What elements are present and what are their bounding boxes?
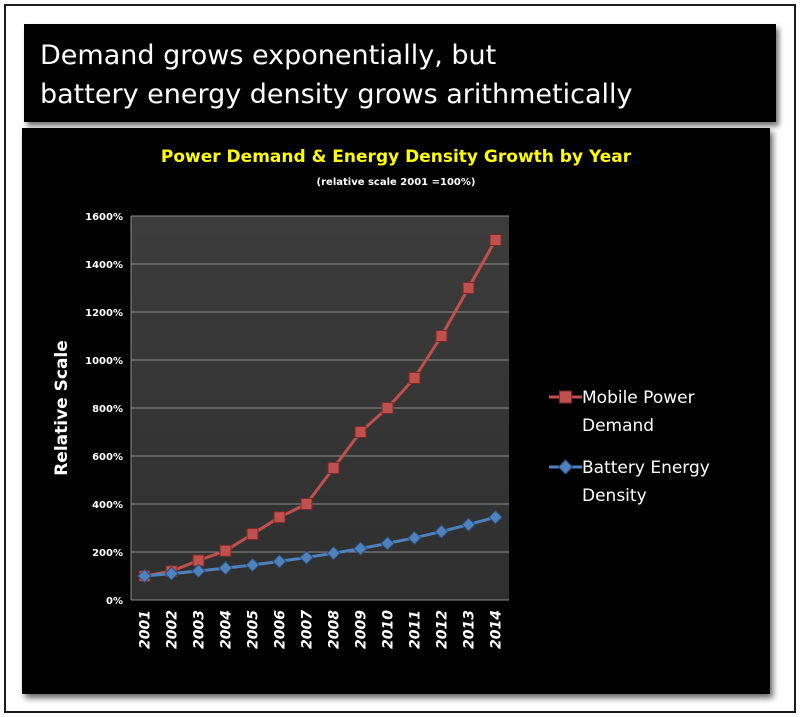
y-tick-label: 200% (92, 548, 123, 559)
legend-entry: Mobile Power Demand (549, 388, 695, 436)
chart-panel: Power Demand & Energy Density Growth by … (22, 128, 770, 694)
header-banner: Demand grows exponentially, but battery … (24, 24, 776, 122)
gridlines (130, 215, 509, 601)
data-point (218, 560, 233, 576)
legend-label: Mobile Power (582, 388, 695, 408)
data-point (354, 426, 367, 438)
x-tick-label: 2012 (435, 610, 451, 649)
y-tick-label: 1200% (85, 308, 123, 319)
x-tick-label: 2007 (300, 610, 316, 649)
header-line-2: battery energy density grows arithmetica… (40, 79, 633, 110)
data-point (381, 402, 394, 414)
data-point (435, 330, 448, 342)
line-chart: Power Demand & Energy Density Growth by … (52, 147, 710, 649)
data-point (461, 517, 476, 532)
legend: Mobile Power Demand Battery Energy Density (549, 388, 710, 506)
data-point (299, 550, 314, 565)
y-tick-label: 400% (92, 500, 123, 511)
series-battery-energy-density (137, 509, 503, 584)
data-point (137, 568, 152, 584)
data-point (246, 528, 259, 540)
x-tick-label: 2004 (219, 610, 235, 649)
legend-marker (559, 390, 572, 404)
data-point (273, 511, 286, 524)
data-point (164, 566, 179, 581)
y-tick-label: 1600% (85, 212, 123, 223)
legend-label: Density (582, 486, 647, 506)
x-tick-label: 2009 (354, 610, 370, 649)
data-point (327, 462, 340, 474)
data-point (219, 544, 232, 557)
y-axis-label: Relative Scale (52, 340, 72, 476)
y-tick-label: 1000% (85, 356, 123, 367)
x-axis-ticks: 2001 2002 2003 2004 2005 2006 2007 2008 2009 2010… (138, 610, 505, 649)
x-tick-label: 2003 (192, 610, 208, 649)
x-tick-label: 2002 (165, 610, 181, 649)
x-tick-label: 2006 (273, 610, 289, 649)
chart-title: Power Demand & Energy Density Growth by … (161, 147, 632, 167)
x-tick-label: 2011 (408, 610, 424, 649)
chart-subtitle: (relative scale 2001 =100%) (317, 177, 476, 188)
series-mobile-power-demand (138, 234, 502, 582)
x-tick-label: 2013 (462, 610, 478, 649)
legend-entry: Battery Energy Density (549, 458, 710, 506)
y-tick-label: 800% (92, 404, 123, 415)
x-tick-label: 2014 (489, 610, 505, 649)
y-tick-label: 1400% (85, 260, 123, 271)
x-tick-label: 2001 (138, 610, 154, 649)
data-point (353, 541, 368, 556)
data-point (191, 563, 206, 579)
y-tick-label: 600% (92, 452, 123, 463)
legend-label: Demand (582, 416, 654, 436)
legend-marker (557, 459, 574, 475)
data-point (407, 530, 422, 546)
series-layer (137, 234, 503, 584)
header-line-1: Demand grows exponentially, but (40, 40, 497, 71)
x-tick-label: 2005 (246, 610, 262, 649)
legend-label: Battery Energy (582, 458, 710, 478)
data-point (434, 524, 449, 539)
data-point (462, 282, 475, 294)
x-tick-label: 2010 (381, 610, 397, 649)
y-axis-ticks: 0% 200% 400% 600% 800% 1000% 1200% 1400% 1600% (85, 212, 123, 607)
data-point (272, 554, 287, 569)
data-point (326, 545, 341, 561)
data-point (245, 557, 260, 573)
data-point (380, 536, 395, 551)
data-point (300, 498, 313, 510)
data-point (408, 372, 421, 384)
y-tick-label: 0% (106, 596, 123, 607)
data-point (489, 234, 502, 246)
x-tick-label: 2008 (327, 610, 343, 649)
data-point (488, 509, 503, 525)
